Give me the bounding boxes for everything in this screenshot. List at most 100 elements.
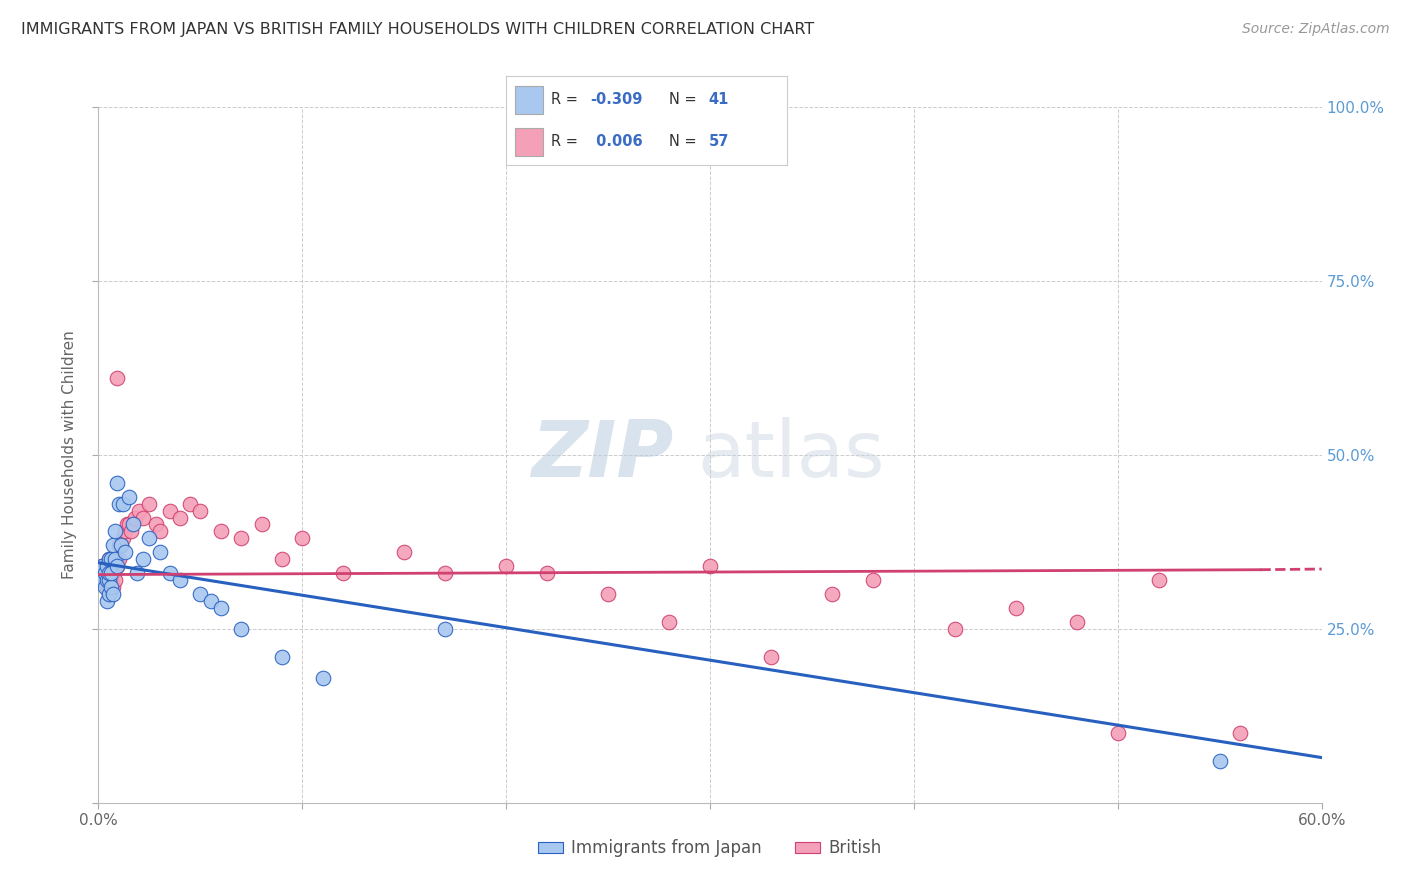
- Point: [536, 566, 558, 581]
- Point: [862, 573, 884, 587]
- Point: [97, 587, 120, 601]
- Point: [110, 538, 132, 552]
- Point: [100, 573, 122, 587]
- Point: [291, 532, 314, 546]
- Point: [658, 615, 681, 629]
- Point: [93, 566, 115, 581]
- Point: [105, 559, 128, 574]
- Point: [100, 552, 122, 566]
- Point: [110, 538, 132, 552]
- Point: [101, 538, 124, 552]
- Point: [132, 552, 155, 566]
- Legend: Immigrants from Japan, British: Immigrants from Japan, British: [531, 833, 889, 864]
- Point: [104, 559, 127, 574]
- Text: Source: ZipAtlas.com: Source: ZipAtlas.com: [1241, 22, 1389, 37]
- Point: [138, 532, 160, 546]
- Point: [96, 559, 118, 574]
- Point: [89, 566, 111, 581]
- Point: [105, 371, 128, 385]
- Point: [200, 594, 222, 608]
- Point: [209, 524, 232, 539]
- Point: [1107, 726, 1129, 740]
- Text: 57: 57: [709, 135, 728, 149]
- Point: [128, 503, 150, 517]
- Point: [434, 566, 457, 581]
- Point: [97, 552, 120, 566]
- Point: [101, 566, 124, 581]
- Point: [761, 649, 783, 664]
- Point: [145, 517, 167, 532]
- Point: [108, 552, 131, 566]
- Point: [169, 510, 191, 524]
- Point: [101, 580, 124, 594]
- Text: N =: N =: [669, 135, 702, 149]
- Point: [188, 587, 212, 601]
- Point: [97, 573, 120, 587]
- Point: [105, 559, 128, 574]
- Point: [149, 524, 172, 539]
- Point: [138, 497, 160, 511]
- Point: [209, 601, 232, 615]
- Point: [91, 559, 114, 574]
- Point: [159, 566, 181, 581]
- Point: [111, 497, 134, 511]
- Text: ZIP: ZIP: [531, 417, 673, 493]
- Point: [115, 517, 138, 532]
- Point: [104, 552, 127, 566]
- Text: N =: N =: [669, 93, 702, 107]
- Text: 41: 41: [709, 93, 728, 107]
- Text: 0.006: 0.006: [591, 135, 643, 149]
- Point: [100, 559, 122, 574]
- Point: [108, 538, 131, 552]
- Point: [105, 475, 128, 490]
- Point: [943, 622, 966, 636]
- Text: atlas: atlas: [697, 417, 886, 493]
- Point: [96, 559, 118, 574]
- Point: [169, 573, 191, 587]
- Point: [96, 573, 118, 587]
- Point: [96, 594, 118, 608]
- Point: [96, 580, 118, 594]
- Point: [159, 503, 181, 517]
- Point: [1066, 615, 1088, 629]
- Y-axis label: Family Households with Children: Family Households with Children: [62, 331, 77, 579]
- Point: [332, 566, 354, 581]
- Point: [120, 524, 142, 539]
- Point: [122, 517, 145, 532]
- Point: [231, 622, 253, 636]
- Point: [699, 559, 721, 574]
- Point: [114, 524, 136, 539]
- Point: [231, 532, 253, 546]
- Text: -0.309: -0.309: [591, 93, 643, 107]
- Point: [93, 580, 115, 594]
- Point: [434, 622, 457, 636]
- Point: [114, 545, 136, 559]
- Point: [495, 559, 517, 574]
- Point: [104, 573, 127, 587]
- Point: [91, 573, 114, 587]
- Point: [312, 671, 335, 685]
- Point: [97, 552, 120, 566]
- Point: [118, 517, 141, 532]
- Point: [93, 566, 115, 581]
- Point: [97, 566, 120, 581]
- Point: [111, 532, 134, 546]
- Point: [1004, 601, 1026, 615]
- Point: [598, 587, 620, 601]
- Point: [100, 566, 122, 581]
- Point: [821, 587, 844, 601]
- Point: [179, 497, 201, 511]
- Point: [250, 517, 273, 532]
- Point: [104, 524, 127, 539]
- Point: [93, 573, 115, 587]
- Point: [1229, 726, 1251, 740]
- Point: [392, 545, 416, 559]
- Point: [97, 587, 120, 601]
- Point: [97, 566, 120, 581]
- Point: [100, 580, 122, 594]
- Point: [149, 545, 172, 559]
- FancyBboxPatch shape: [515, 86, 543, 114]
- Point: [1147, 573, 1170, 587]
- Point: [89, 566, 111, 581]
- Point: [127, 566, 149, 581]
